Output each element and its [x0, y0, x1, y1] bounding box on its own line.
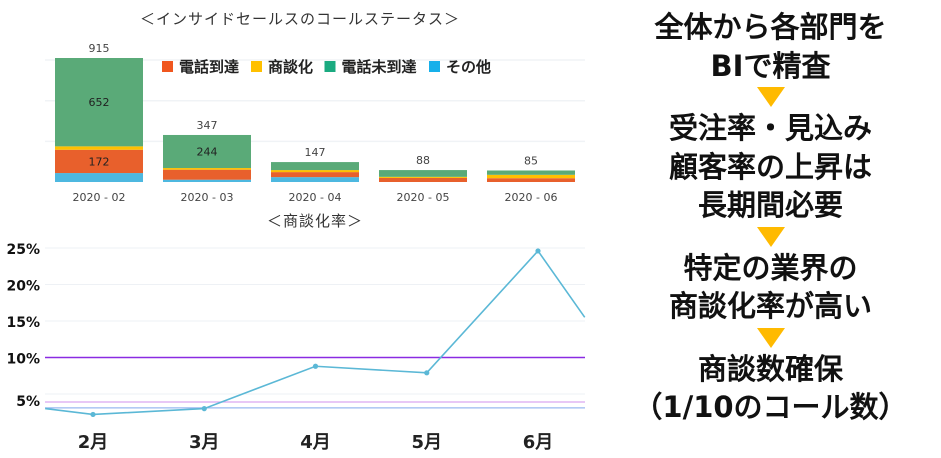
legend-swatch: [324, 61, 336, 72]
bar-segment: [271, 170, 359, 173]
legend-label: 電話未到達: [342, 58, 417, 76]
data-point: [424, 370, 430, 376]
data-point: [312, 363, 319, 369]
bar-segment: [163, 168, 251, 170]
down-triangle-icon: [756, 327, 785, 348]
chart-title: ＜インサイドセールスのコールステータス＞: [140, 10, 460, 28]
legend-label: 電話到達: [179, 58, 239, 76]
legend-label: その他: [446, 58, 491, 76]
summary-text: 受注率・見込み: [668, 111, 872, 145]
x-tick-label: 2020 - 05: [397, 191, 450, 204]
conversion-rate-line-chart: ＜商談化率＞ 25% 20% 15% 10% 5% 2月 3月 4月 5月 6月: [6, 212, 586, 453]
bar-segment: [487, 178, 575, 182]
summary-text: 長期間必要: [697, 188, 843, 222]
bar-segment: [55, 146, 143, 150]
x-tick-label: 3月: [189, 432, 220, 453]
data-point: [90, 411, 96, 418]
x-tick-label: 2020 - 03: [181, 191, 234, 204]
series-line: [45, 249, 586, 416]
summary-text: BIで精査: [710, 48, 831, 83]
bar-total-label: 85: [524, 154, 538, 167]
down-triangle-icon: [756, 87, 785, 107]
bar-segment: [271, 177, 359, 182]
bar-segment: [55, 58, 143, 147]
legend-label: 商談化: [268, 58, 313, 76]
legend-swatch: [429, 61, 440, 72]
legend-swatch: [251, 61, 262, 72]
summary-text: 商談数確保: [697, 351, 843, 386]
bar-total-label: 915: [89, 42, 110, 55]
x-tick-label: 2020 - 04: [289, 191, 342, 204]
y-tick-label: 20%: [6, 279, 40, 295]
bar-segment: [271, 162, 359, 171]
x-tick-label: 2月: [78, 432, 109, 453]
bar-segment: [55, 173, 143, 182]
x-tick-label: 2020 - 06: [505, 191, 558, 204]
summary-text: （1/10のコール数）: [633, 390, 908, 424]
summary-text: 特定の業界の: [683, 250, 858, 285]
x-tick-label: 4月: [300, 432, 331, 453]
call-status-bar-chart: ＜インサイドセールスのコールステータス＞ 915 2020 - 02 652 172 34…: [45, 10, 585, 204]
legend-swatch: [162, 61, 173, 72]
bar-segment: [379, 177, 467, 182]
y-tick-label: 10%: [6, 352, 40, 368]
bar-segment: [163, 169, 251, 180]
bar-segment: [379, 170, 467, 177]
y-tick-label: 25%: [6, 242, 40, 258]
bar-segment: [487, 170, 575, 175]
x-tick-label: 5月: [411, 432, 442, 453]
y-tick-label: 5%: [16, 394, 40, 410]
segment-label: 652: [89, 96, 110, 109]
bar-total-label: 347: [197, 119, 218, 132]
bar-segment: [379, 176, 467, 178]
data-point: [201, 406, 207, 412]
summary-text: 全体から各部門を: [654, 10, 887, 44]
bar-segment: [163, 179, 251, 182]
x-tick-label: 6月: [523, 432, 554, 453]
bar-segment: [271, 172, 359, 178]
bar-segment: [163, 134, 251, 169]
segment-label: 172: [89, 155, 110, 168]
summary-panel: 全体から各部門を BIで精査 受注率・見込み 顧客率の上昇は 長期間必要 特定の…: [600, 8, 941, 427]
bar-total-label: 88: [416, 154, 430, 167]
down-triangle-icon: [756, 226, 785, 247]
summary-text: 顧客率の上昇は: [668, 149, 872, 184]
chart-title: ＜商談化率＞: [267, 212, 363, 230]
y-tick-label: 15%: [6, 315, 40, 331]
bar-total-label: 147: [305, 146, 326, 159]
data-point: [535, 248, 541, 254]
summary-text: 商談化率が高い: [668, 289, 872, 323]
bar-segment: [55, 149, 143, 174]
bar-segment: [487, 174, 575, 179]
segment-label: 244: [197, 146, 218, 159]
x-tick-label: 2020 - 02: [73, 191, 126, 204]
